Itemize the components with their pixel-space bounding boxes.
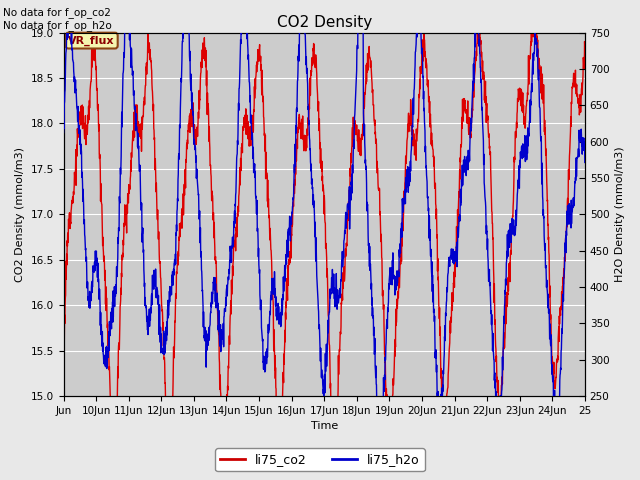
Text: No data for f_op_co2: No data for f_op_co2	[3, 7, 111, 18]
Y-axis label: H2O Density (mmol/m3): H2O Density (mmol/m3)	[615, 146, 625, 282]
Y-axis label: CO2 Density (mmol/m3): CO2 Density (mmol/m3)	[15, 147, 25, 282]
X-axis label: Time: Time	[310, 421, 338, 432]
Title: CO2 Density: CO2 Density	[276, 15, 372, 30]
Text: VR_flux: VR_flux	[68, 36, 115, 46]
Text: No data for f_op_h2o: No data for f_op_h2o	[3, 20, 112, 31]
Legend: li75_co2, li75_h2o: li75_co2, li75_h2o	[215, 448, 425, 471]
